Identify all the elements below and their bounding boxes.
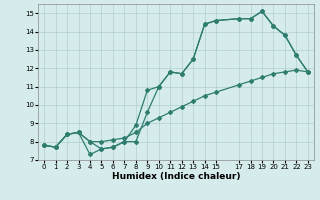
- X-axis label: Humidex (Indice chaleur): Humidex (Indice chaleur): [112, 172, 240, 181]
